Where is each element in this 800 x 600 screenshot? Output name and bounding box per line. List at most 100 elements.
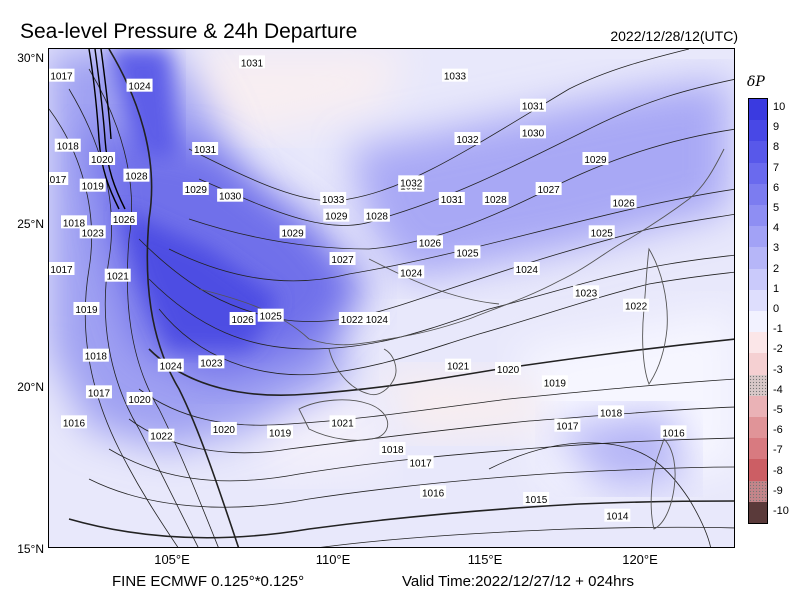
svg-text:1019: 1019 [544, 378, 567, 389]
map-canvas: 1033 1031 1031 1030 1032 1031 1032 1033 1029 1027… [49, 49, 734, 547]
svg-text:1025: 1025 [456, 248, 479, 259]
svg-text:1020: 1020 [91, 155, 114, 166]
lat-label-20n: 20°N [17, 380, 44, 394]
svg-text:1025: 1025 [260, 312, 283, 323]
svg-text:1017: 1017 [49, 175, 67, 186]
svg-text:1021: 1021 [331, 418, 354, 429]
isobar-label: 1017 [407, 455, 434, 469]
isobar-label: 1032 [398, 175, 425, 189]
svg-text:1022: 1022 [150, 432, 173, 443]
colorbar-segment [749, 417, 767, 439]
model-resolution: FINE ECMWF 0.125°*0.125° [112, 573, 305, 590]
svg-text:1018: 1018 [57, 142, 80, 153]
colorbar-segment [749, 205, 767, 227]
svg-text:1018: 1018 [381, 445, 404, 456]
svg-text:1028: 1028 [125, 172, 148, 183]
svg-text:1033: 1033 [322, 195, 345, 206]
colorbar-tick-label: 4 [773, 222, 780, 235]
isobar-label: 1024 [363, 312, 390, 326]
svg-text:1031: 1031 [241, 58, 264, 69]
svg-text:1025: 1025 [591, 228, 614, 239]
isobar-label: 1024 [513, 262, 540, 276]
isobar-label: 1027 [535, 182, 562, 196]
colorbar-segment [749, 120, 767, 142]
isobar-label: 1018 [60, 215, 87, 229]
colorbar-segment [749, 247, 767, 270]
isobar-label: 1017 [49, 68, 75, 83]
colorbar-tick-label: -8 [773, 464, 783, 477]
isobar-label: 1025 [588, 225, 615, 239]
colorbar-tick-label: -3 [773, 363, 783, 376]
svg-text:1024: 1024 [160, 362, 183, 373]
colorbar-segment [749, 501, 767, 524]
isobar-label: 1020 [89, 152, 116, 166]
colorbar-segment [749, 311, 767, 333]
colorbar-segment [749, 99, 767, 121]
isobar-label: 1026 [110, 212, 137, 226]
colorbar-tick-label: -4 [773, 383, 783, 396]
svg-text:1017: 1017 [556, 422, 579, 433]
colorbar-segment [749, 332, 767, 354]
isobar-label: 1024 [398, 265, 425, 279]
isobar-label: 1026 [416, 235, 443, 249]
svg-text:1021: 1021 [447, 362, 470, 373]
colorbar [748, 98, 768, 524]
isobar-label: 1022 [148, 428, 175, 443]
svg-text:1022: 1022 [625, 302, 648, 313]
chart-title: Sea-level Pressure & 24h Departure [20, 20, 358, 43]
isobar-label: 1033 [441, 68, 468, 83]
colorbar-segment [749, 141, 767, 164]
colorbar-segment [749, 289, 767, 312]
svg-text:1031: 1031 [194, 145, 217, 156]
colorbar-segment [749, 183, 767, 206]
isobar-label: 1017 [49, 262, 75, 276]
lon-label-115e: 115°E [467, 552, 503, 567]
colorbar-tick-label: -1 [773, 323, 783, 336]
svg-text:1024: 1024 [516, 265, 539, 276]
colorbar-tick-label: -2 [773, 343, 783, 356]
colorbar-segment [749, 374, 767, 397]
svg-text:1019: 1019 [75, 305, 98, 316]
isobar-label: 1028 [363, 208, 390, 223]
isobar-label: 1029 [182, 182, 209, 196]
colorbar-tick-label: 8 [773, 141, 780, 154]
lon-label-105e: 105°E [154, 552, 190, 567]
svg-text:1024: 1024 [400, 268, 423, 279]
isobar-label: 1029 [582, 152, 609, 166]
lat-label-30n: 30°N [17, 51, 44, 65]
isobar-label: 1029 [279, 225, 306, 239]
svg-text:1018: 1018 [63, 218, 86, 229]
lat-label-15n: 15°N [17, 542, 44, 556]
isobar-label: 1018 [54, 138, 81, 153]
isobar-label: 1020 [210, 422, 237, 436]
svg-text:1029: 1029 [325, 212, 348, 223]
isobar-label: 1029 [323, 208, 350, 223]
svg-text:1018: 1018 [600, 408, 623, 419]
isobar-label: 1019 [79, 178, 106, 193]
svg-text:1029: 1029 [281, 228, 304, 239]
svg-text:1015: 1015 [525, 495, 548, 506]
svg-text:1031: 1031 [522, 102, 545, 113]
isobar-label: 1014 [604, 508, 631, 523]
isobar-label: 1020 [126, 392, 153, 406]
svg-text:1016: 1016 [662, 428, 685, 439]
isobar-label: 1031 [520, 98, 547, 113]
svg-text:1023: 1023 [200, 358, 223, 369]
valid-time: Valid Time:2022/12/27/12 + 024hrs [402, 573, 634, 590]
isobar-label: 1019 [267, 425, 294, 439]
isobar-label: 1018 [379, 442, 406, 456]
isobar-label: 1028 [123, 168, 150, 183]
colorbar-segment [749, 162, 767, 185]
terrain-contours [88, 49, 126, 210]
svg-text:1016: 1016 [63, 418, 86, 429]
svg-text:1027: 1027 [538, 185, 561, 196]
svg-text:1022: 1022 [341, 315, 364, 326]
colorbar-tick-label: 6 [773, 181, 780, 194]
colorbar-segment [749, 268, 767, 291]
isobar-label: 1017 [85, 385, 112, 399]
isobar-label: 1019 [541, 375, 568, 389]
isobar-labels: 1033 1031 1031 1030 1032 1031 1032 1033 1029 1027… [49, 55, 687, 523]
isobar-label: 1026 [229, 312, 256, 326]
colorbar-tick-label: 10 [773, 101, 786, 113]
colorbar-segment [749, 480, 767, 503]
